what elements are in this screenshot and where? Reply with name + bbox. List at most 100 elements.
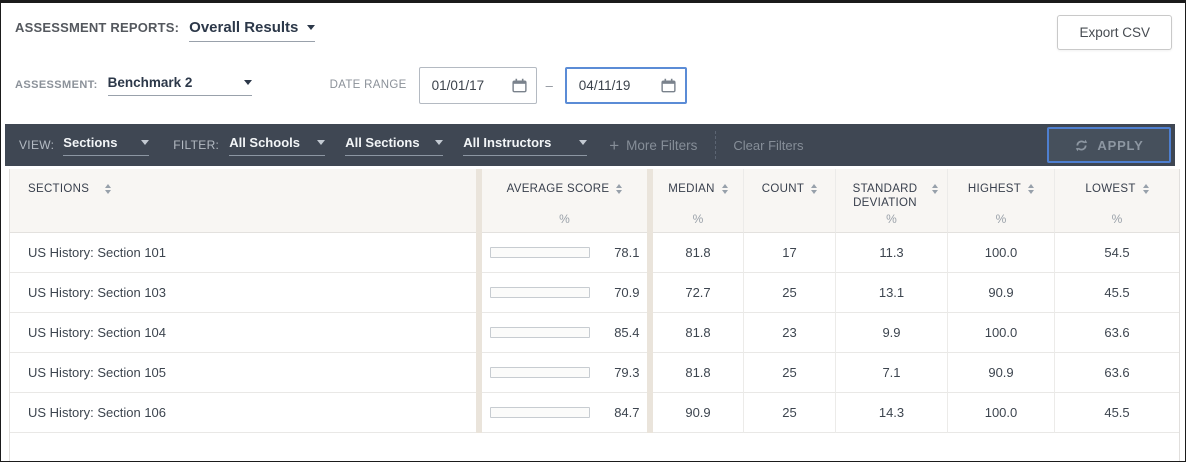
column-header-lowest[interactable]: LOWEST % xyxy=(1054,169,1179,233)
std-dev-value: 11.3 xyxy=(835,233,947,273)
column-unit: % xyxy=(1111,212,1123,226)
section-filter-value: All Sections xyxy=(345,134,420,150)
count-value: 25 xyxy=(743,273,835,313)
view-filter-toolbar: VIEW: Sections FILTER: All Schools All S… xyxy=(5,124,1175,166)
column-header-sections[interactable]: SECTIONS xyxy=(10,169,476,233)
column-header-highest[interactable]: HIGHEST % xyxy=(947,169,1054,233)
column-header-average-score[interactable]: AVERAGE SCORE % xyxy=(482,169,647,233)
lowest-value: 45.5 xyxy=(1054,393,1179,433)
sort-arrows-icon[interactable] xyxy=(721,184,728,194)
std-dev-value: 7.1 xyxy=(835,353,947,393)
assessment-dropdown[interactable]: Benchmark 2 xyxy=(107,75,252,96)
toolbar-divider xyxy=(715,131,717,159)
count-value: 25 xyxy=(743,353,835,393)
column-divider xyxy=(476,273,482,313)
more-filters-label: More Filters xyxy=(626,137,698,153)
instructor-filter-dropdown[interactable]: All Instructors xyxy=(463,134,588,156)
sort-arrows-icon[interactable] xyxy=(932,184,938,194)
school-filter-value: All Schools xyxy=(229,134,300,150)
column-label: HIGHEST xyxy=(967,183,1022,195)
column-divider xyxy=(476,233,482,273)
assessment-label: ASSESSMENT: xyxy=(15,79,98,91)
median-value: 81.8 xyxy=(653,233,743,273)
section-name: US History: Section 101 xyxy=(10,233,476,273)
column-header-standard-deviation[interactable]: STANDARD DEVIATION % xyxy=(835,169,947,233)
view-dropdown[interactable]: Sections xyxy=(63,135,150,156)
highest-value: 100.0 xyxy=(947,233,1054,273)
column-unit: % xyxy=(995,212,1007,226)
score-bar xyxy=(489,407,590,418)
column-header-count[interactable]: COUNT xyxy=(743,169,835,233)
report-type-dropdown[interactable]: Overall Results xyxy=(189,19,316,42)
export-csv-button[interactable]: Export CSV xyxy=(1057,15,1172,50)
score-bar xyxy=(489,287,590,298)
section-name: US History: Section 106 xyxy=(10,393,476,433)
section-name: US History: Section 104 xyxy=(10,313,476,353)
median-value: 90.9 xyxy=(653,393,743,433)
std-dev-value: 14.3 xyxy=(835,393,947,433)
median-value: 81.8 xyxy=(653,353,743,393)
section-name: US History: Section 103 xyxy=(10,273,476,313)
average-score-value: 85.4 xyxy=(614,325,640,340)
caret-down-icon xyxy=(579,139,588,145)
table-row: US History: Section 103 70.9 72.7 25 13.… xyxy=(10,273,1179,313)
clear-filters-button[interactable]: Clear Filters xyxy=(733,137,804,153)
column-divider xyxy=(476,169,482,233)
score-bar xyxy=(489,327,590,338)
caret-down-icon xyxy=(317,139,326,145)
column-header-median[interactable]: MEDIAN % xyxy=(653,169,743,233)
date-to-input[interactable]: 04/11/19 xyxy=(564,66,687,104)
sort-arrows-icon[interactable] xyxy=(105,184,112,194)
column-divider xyxy=(476,313,482,353)
column-label: AVERAGE SCORE xyxy=(506,183,610,195)
calendar-icon[interactable] xyxy=(511,78,527,93)
section-filter-dropdown[interactable]: All Sections xyxy=(345,134,444,156)
score-bar xyxy=(489,247,590,258)
lowest-value: 54.5 xyxy=(1054,233,1179,273)
column-unit: % xyxy=(559,212,570,226)
average-score-cell: 85.4 xyxy=(482,313,647,353)
score-bar xyxy=(489,367,590,378)
date-to-value: 04/11/19 xyxy=(578,77,631,93)
sort-arrows-icon[interactable] xyxy=(1028,184,1035,194)
section-name: US History: Section 105 xyxy=(10,353,476,393)
report-type-group: ASSESSMENT REPORTS: Overall Results xyxy=(15,15,316,42)
column-divider xyxy=(647,273,653,313)
apply-button[interactable]: APPLY xyxy=(1047,127,1171,163)
sort-arrows-icon[interactable] xyxy=(616,184,623,194)
assessment-filter-row: ASSESSMENT: Benchmark 2 DATE RANGE 01/01… xyxy=(1,66,1185,104)
median-value: 72.7 xyxy=(653,273,743,313)
table-row: US History: Section 101 78.1 81.8 17 11.… xyxy=(10,233,1179,273)
lowest-value: 45.5 xyxy=(1054,273,1179,313)
average-score-cell: 84.7 xyxy=(482,393,647,433)
caret-down-icon xyxy=(435,139,444,145)
count-value: 25 xyxy=(743,393,835,433)
school-filter-dropdown[interactable]: All Schools xyxy=(229,134,326,156)
median-value: 81.8 xyxy=(653,313,743,353)
refresh-icon xyxy=(1074,138,1089,153)
sort-arrows-icon[interactable] xyxy=(811,184,818,194)
date-from-input[interactable]: 01/01/17 xyxy=(418,66,537,104)
calendar-icon[interactable] xyxy=(661,78,676,93)
filter-label: FILTER: xyxy=(173,138,220,152)
column-divider xyxy=(476,393,482,433)
column-label: COUNT xyxy=(761,183,805,195)
average-score-value: 79.3 xyxy=(614,365,640,380)
caret-down-icon xyxy=(307,25,316,30)
more-filters-button[interactable]: + More Filters xyxy=(609,137,697,154)
average-score-value: 70.9 xyxy=(614,285,640,300)
average-score-cell: 78.1 xyxy=(482,233,647,273)
table-row: US History: Section 106 84.7 90.9 25 14.… xyxy=(10,393,1179,433)
caret-down-icon xyxy=(141,139,150,145)
sort-arrows-icon[interactable] xyxy=(1142,184,1149,194)
caret-down-icon xyxy=(243,79,252,85)
average-score-value: 84.7 xyxy=(614,405,640,420)
column-label: SECTIONS xyxy=(28,183,90,195)
report-type-value: Overall Results xyxy=(189,19,299,36)
page-header: ASSESSMENT REPORTS: Overall Results Expo… xyxy=(1,3,1185,50)
instructor-filter-value: All Instructors xyxy=(463,134,552,150)
std-dev-value: 9.9 xyxy=(835,313,947,353)
column-divider xyxy=(647,313,653,353)
count-value: 23 xyxy=(743,313,835,353)
